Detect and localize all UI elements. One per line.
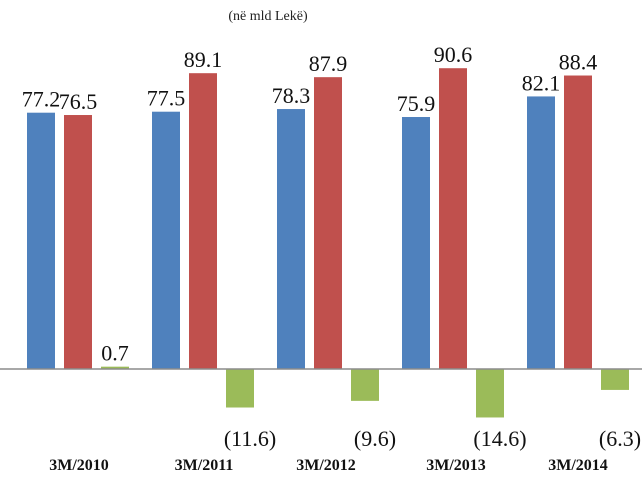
category-label: 3M/2010: [49, 457, 109, 474]
series-2-bar-5: [564, 75, 592, 370]
value-labels-group: 77.2 77.5 78.3 75.9 82.1 76.5 89.1 87.9 90.6 88.4…: [22, 42, 641, 451]
category-labels-group: 3M/2010 3M/2011 3M/2012 3M/2013 3M/2014: [49, 457, 608, 474]
category-label: 3M/2014: [548, 457, 608, 474]
series-2-bar-3: [314, 77, 342, 369]
category-label: 3M/2012: [296, 457, 356, 474]
data-label: 77.2: [22, 87, 61, 112]
series-1-bar-4: [402, 117, 430, 370]
data-label: 87.9: [309, 51, 348, 76]
unit-note: (në mld Lekë): [228, 9, 308, 24]
data-label: (11.6): [224, 426, 276, 451]
series-3-bar-5: [601, 369, 629, 390]
data-label: 90.6: [434, 42, 473, 67]
category-label: 3M/2013: [426, 457, 486, 474]
series-2-bar-4: [439, 68, 467, 369]
data-label: 88.4: [559, 50, 598, 75]
data-label: (9.6): [354, 426, 396, 451]
data-label: 77.5: [147, 86, 186, 111]
series-2-bar-1: [64, 115, 92, 370]
data-label: (14.6): [473, 426, 526, 451]
data-label: 89.1: [184, 47, 223, 72]
data-label: 0.7: [101, 341, 129, 366]
series-1-bar-5: [527, 96, 555, 369]
series-3-bar-3: [351, 369, 379, 401]
data-label: (6.3): [599, 426, 641, 451]
series-1-bar-3: [277, 109, 305, 369]
data-label: 75.9: [397, 91, 436, 116]
series-2-bar-2: [189, 73, 217, 370]
series-1-bar-1: [27, 112, 55, 370]
data-label: 82.1: [522, 70, 561, 95]
bars-group: [27, 68, 629, 418]
category-label: 3M/2011: [175, 457, 234, 474]
series-3-bar-1: [101, 366, 129, 369]
data-label: 78.3: [272, 83, 311, 108]
data-label: 76.5: [59, 89, 98, 114]
series-1-bar-2: [152, 111, 180, 369]
series-3-bar-4: [476, 369, 504, 418]
series-3-bar-2: [226, 369, 254, 408]
